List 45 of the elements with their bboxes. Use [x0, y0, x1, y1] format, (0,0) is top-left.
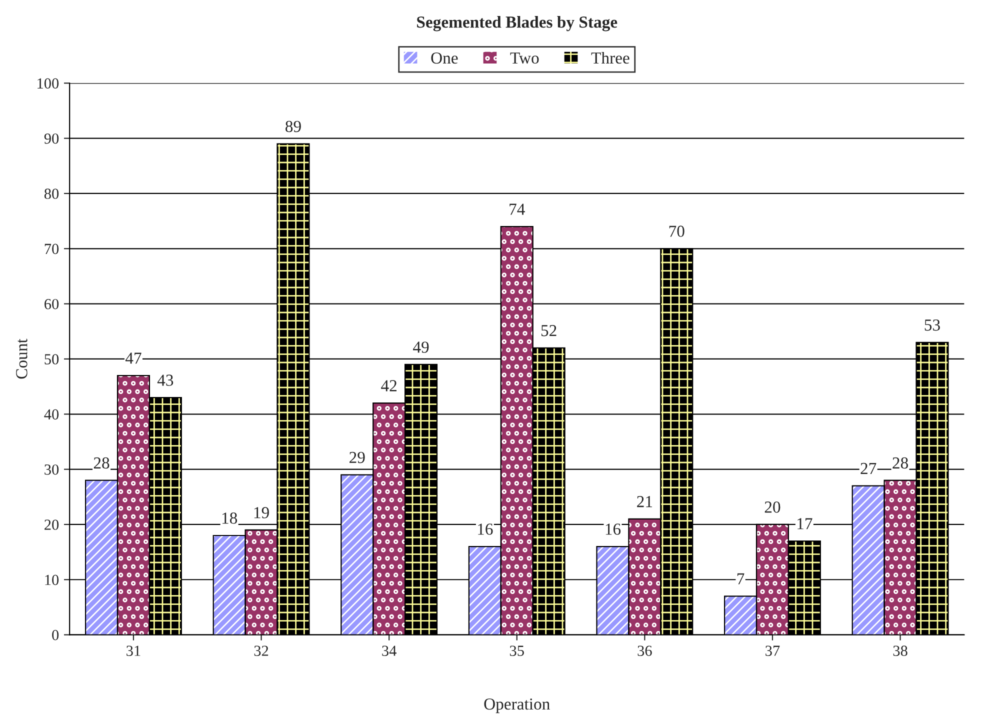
x-tick-label: 32 — [254, 646, 268, 656]
data-label: 17 — [798, 518, 812, 530]
x-tick-label: 35 — [510, 646, 524, 656]
data-label: 70 — [669, 226, 684, 237]
chart-title: Segemented Blades by Stage — [417, 16, 618, 32]
y-tick-label: 100 — [38, 78, 59, 89]
data-label: 20 — [764, 502, 780, 513]
data-label: 52 — [541, 325, 556, 336]
data-label: 21 — [637, 496, 652, 508]
y-tick-label: 0 — [52, 630, 59, 640]
y-tick-label: 50 — [44, 354, 59, 364]
x-tick-label: 37 — [766, 646, 780, 656]
data-label: 7 — [737, 573, 744, 584]
y-tick-label: 10 — [45, 574, 59, 586]
legend-label: Two — [510, 52, 539, 64]
y-tick-label: 90 — [44, 133, 59, 144]
data-label: 29 — [350, 452, 365, 464]
y-tick-label: 30 — [44, 464, 59, 475]
x-tick-label: 38 — [893, 646, 908, 656]
y-axis-title: Count — [16, 338, 28, 379]
data-label: 43 — [157, 374, 174, 386]
data-label: 19 — [254, 507, 269, 518]
data-label: 74 — [510, 204, 525, 215]
data-label: 53 — [924, 320, 940, 331]
x-tick-label: 36 — [638, 646, 652, 656]
data-label: 16 — [606, 524, 621, 535]
data-label: 28 — [94, 457, 110, 469]
y-tick-label: 40 — [44, 409, 59, 420]
data-label: 16 — [478, 524, 493, 535]
data-label: 27 — [860, 462, 876, 474]
x-axis-title: Operation — [484, 698, 550, 714]
legend-label: Three — [591, 52, 630, 64]
y-tick-label: 60 — [44, 298, 59, 310]
y-tick-label: 80 — [44, 188, 59, 199]
x-tick-label: 34 — [382, 646, 396, 656]
data-label: 42 — [381, 380, 396, 392]
data-label: 47 — [125, 352, 142, 364]
y-tick-label: 70 — [44, 244, 59, 254]
data-label: 28 — [892, 457, 908, 469]
data-label: 89 — [286, 120, 301, 132]
y-tick-label: 20 — [44, 520, 59, 530]
legend-label: One — [431, 52, 458, 64]
data-label: 49 — [413, 342, 429, 353]
x-tick-label: 31 — [126, 646, 140, 656]
data-label: 18 — [222, 512, 238, 524]
